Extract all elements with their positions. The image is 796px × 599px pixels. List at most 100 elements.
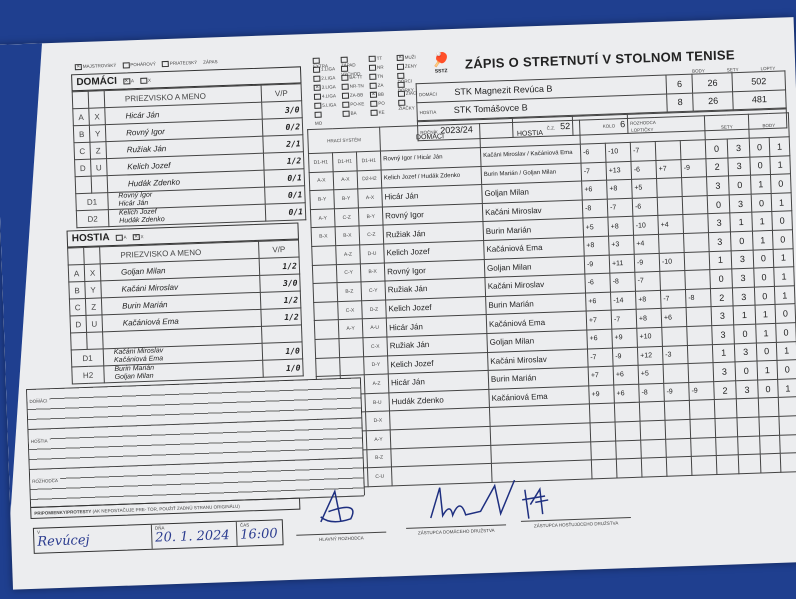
checkbox[interactable]	[312, 66, 321, 73]
guest-player-name: Burin Marián / Goljan Milan	[483, 169, 557, 178]
body-value: 0	[753, 267, 775, 287]
checkbox[interactable]	[161, 60, 169, 68]
roster-title: DOMÁCI	[76, 75, 118, 89]
checkbox[interactable]	[341, 83, 349, 90]
game-score: -9	[584, 254, 610, 275]
team-letter-option[interactable]: × X	[132, 233, 144, 240]
game-score: +10	[636, 327, 663, 347]
sets-value: 2	[713, 380, 737, 400]
checkbox[interactable]: ×	[74, 63, 82, 71]
game-score	[664, 400, 690, 421]
checkbox-label: BB	[377, 91, 385, 97]
body-value: 0	[749, 137, 770, 157]
sstz-logo: 🏓 SSTZ	[431, 51, 450, 75]
checkbox[interactable]	[313, 93, 322, 100]
checkbox[interactable]	[368, 64, 377, 71]
sets-value: 1	[712, 343, 736, 363]
competition-option[interactable]: KE	[370, 109, 392, 119]
player-letter-alt: U	[85, 314, 103, 333]
match-type-option[interactable]: Zápas	[203, 59, 218, 65]
checkbox-label: PO-KE	[350, 101, 365, 107]
game-score: +5	[631, 178, 658, 199]
game-score: +5	[582, 217, 609, 238]
checkbox[interactable]: ×	[369, 91, 378, 98]
checkbox[interactable]	[139, 77, 148, 84]
home-player-name: Hicár Ján	[388, 321, 424, 333]
player-letter-alt: Z	[89, 141, 107, 160]
checkbox[interactable]: ×	[122, 77, 130, 85]
home-player-name: Ružiak Ján	[389, 340, 430, 351]
home-player-name: Kelich Jozef	[386, 247, 430, 258]
time-value[interactable]: 16:00	[239, 526, 278, 543]
game-score	[690, 437, 717, 457]
checkbox[interactable]	[397, 90, 406, 97]
player-letter: D	[70, 315, 87, 334]
checkbox[interactable]	[368, 55, 376, 62]
checkbox[interactable]: ×	[396, 54, 404, 61]
checkbox[interactable]: ×	[313, 84, 321, 91]
player-letter-alt: Y	[89, 124, 106, 143]
game-score: -7	[607, 198, 633, 218]
match-type-option[interactable]: Pohárový	[122, 62, 156, 69]
checkbox[interactable]	[314, 111, 322, 118]
game-score	[615, 439, 642, 460]
checkbox[interactable]	[369, 82, 377, 89]
checkbox[interactable]	[396, 63, 405, 70]
checkbox-label: 2.liga	[321, 75, 336, 81]
player-vp: 1/2	[263, 151, 305, 171]
player-letter-alt: Y	[84, 280, 102, 299]
competition-column: Západ Východ BA-TT NR-TN ZA-BB PO-KE BA	[340, 56, 365, 129]
system-header: Hrací systém	[307, 127, 381, 154]
team-letter-option[interactable]: × A	[122, 77, 134, 85]
game-score	[659, 270, 686, 291]
notes-label: Hostia	[28, 438, 50, 445]
checkbox-label: MO	[314, 120, 323, 126]
game-score: +6	[581, 180, 608, 200]
team-letter-option[interactable]: A	[115, 234, 127, 241]
game-score: -8	[609, 272, 636, 292]
checkbox[interactable]	[370, 100, 378, 107]
doubles-vp: 0/1	[265, 202, 306, 222]
game-score	[615, 421, 641, 441]
checkbox[interactable]	[369, 73, 377, 80]
checkbox-label: 3.liga	[321, 84, 336, 90]
sets-value: 3	[731, 268, 755, 288]
player-vp: 0/2	[262, 117, 303, 137]
date-value[interactable]: 20. 1. 2024	[155, 528, 230, 546]
sets-value: 2	[710, 287, 734, 307]
checkbox-label: TN	[377, 73, 384, 79]
system-pairing: B-Y	[358, 206, 384, 227]
match-type-option[interactable]: Priateľský	[161, 60, 197, 68]
body-value	[758, 397, 779, 417]
sets-header: Sety	[704, 114, 750, 140]
home-player-name: Rovný Igor	[386, 265, 426, 277]
game-score	[614, 402, 641, 422]
checkbox[interactable]	[341, 92, 350, 99]
body-value: 1	[774, 285, 796, 305]
checkbox[interactable]	[115, 234, 123, 241]
game-score: +6	[613, 383, 640, 404]
guest-player-name: Burin Marián	[488, 299, 534, 310]
guest-player-name: Kačániová Ema	[491, 391, 548, 403]
checkbox[interactable]	[122, 62, 130, 69]
checkbox[interactable]	[314, 102, 322, 109]
match-type-option[interactable]: × Majstrovský	[74, 62, 117, 71]
checkbox[interactable]	[342, 110, 350, 117]
competition-checkboxes: Extra 1.liga 2.liga × 3.liga 4.liga 5.liga MO Zá…	[312, 54, 421, 130]
game-score: -7	[587, 347, 614, 368]
game-score: +6	[585, 291, 612, 312]
place-date-time[interactable]: V Revúcej Dňa 20. 1. 2024 Čas 16:00	[32, 519, 284, 554]
sets-value: 2	[705, 157, 729, 177]
sets-value: 3	[708, 231, 732, 252]
system-pairing: B-Z	[366, 448, 392, 468]
checkbox[interactable]	[370, 109, 378, 116]
checkbox-label: Majstrovský	[82, 62, 117, 70]
checkbox[interactable]	[341, 74, 349, 81]
checkbox[interactable]	[342, 101, 350, 108]
system-pairing	[314, 319, 339, 340]
checkbox[interactable]	[313, 75, 321, 82]
checkbox[interactable]: ×	[132, 233, 140, 240]
place-value[interactable]: Revúcej	[37, 532, 90, 550]
competition-option[interactable]: BA	[342, 110, 365, 120]
team-letter-option[interactable]: X	[139, 77, 151, 84]
